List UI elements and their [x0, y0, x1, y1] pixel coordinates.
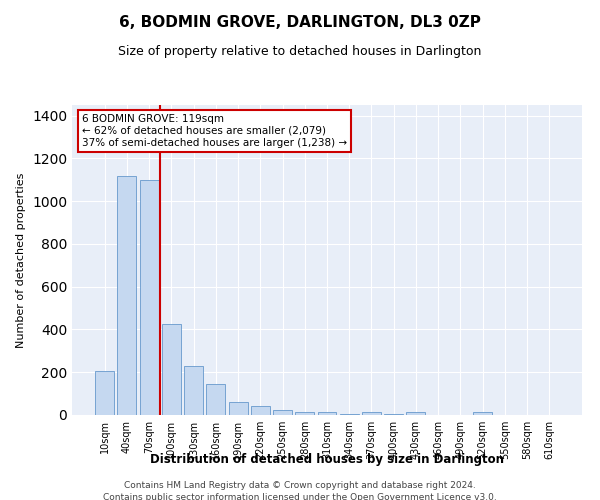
- Text: Distribution of detached houses by size in Darlington: Distribution of detached houses by size …: [150, 454, 504, 466]
- Text: Contains HM Land Registry data © Crown copyright and database right 2024.: Contains HM Land Registry data © Crown c…: [124, 480, 476, 490]
- Bar: [384, 414, 403, 415]
- Bar: [206, 384, 225, 415]
- Text: 6, BODMIN GROVE, DARLINGTON, DL3 0ZP: 6, BODMIN GROVE, DARLINGTON, DL3 0ZP: [119, 15, 481, 30]
- Bar: [362, 412, 381, 415]
- Bar: [251, 406, 270, 415]
- Bar: [184, 366, 203, 415]
- Text: 6 BODMIN GROVE: 119sqm
← 62% of detached houses are smaller (2,079)
37% of semi-: 6 BODMIN GROVE: 119sqm ← 62% of detached…: [82, 114, 347, 148]
- Y-axis label: Number of detached properties: Number of detached properties: [16, 172, 26, 348]
- Bar: [295, 412, 314, 415]
- Bar: [95, 370, 114, 415]
- Bar: [317, 412, 337, 415]
- Bar: [140, 180, 158, 415]
- Bar: [473, 412, 492, 415]
- Bar: [118, 176, 136, 415]
- Bar: [229, 402, 248, 415]
- Bar: [406, 412, 425, 415]
- Text: Size of property relative to detached houses in Darlington: Size of property relative to detached ho…: [118, 45, 482, 58]
- Text: Contains public sector information licensed under the Open Government Licence v3: Contains public sector information licen…: [103, 493, 497, 500]
- Bar: [162, 324, 181, 415]
- Bar: [340, 414, 359, 415]
- Bar: [273, 410, 292, 415]
